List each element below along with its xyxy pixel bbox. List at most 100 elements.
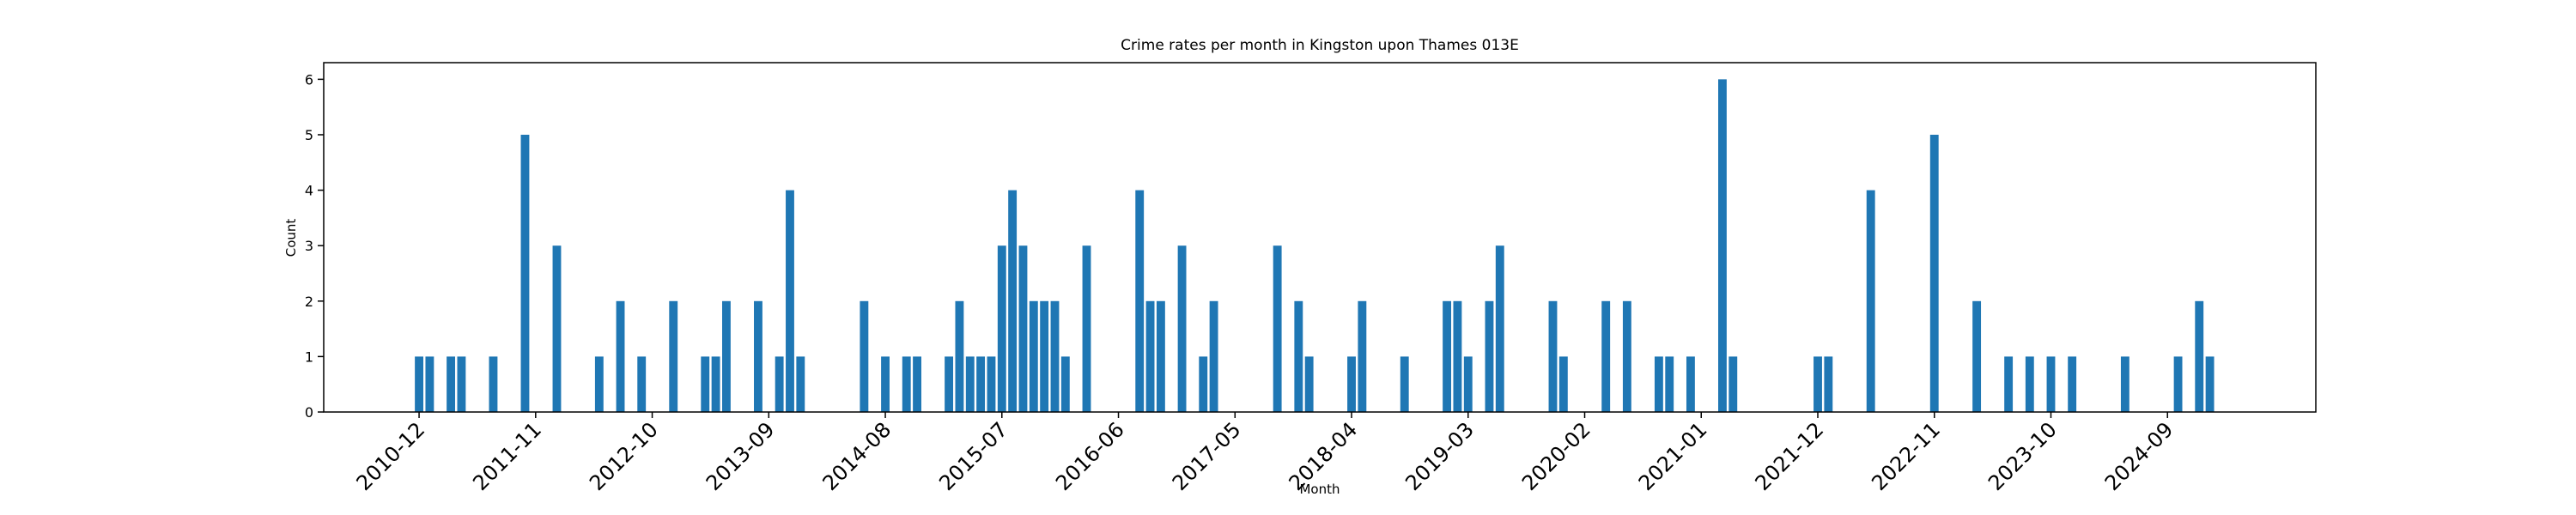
x-tick-label: 2022-11 xyxy=(1867,417,1945,495)
bar xyxy=(1453,300,1462,412)
bar xyxy=(669,300,678,412)
bar xyxy=(1029,300,1038,412)
bar xyxy=(2195,300,2204,412)
bar xyxy=(796,356,805,412)
bar xyxy=(1443,300,1452,412)
bar xyxy=(1728,356,1738,412)
bar xyxy=(1718,79,1727,412)
bar xyxy=(2068,356,2077,412)
bar xyxy=(997,245,1006,412)
x-tick-label: 2017-05 xyxy=(1168,417,1246,495)
bar xyxy=(1156,300,1165,412)
bar xyxy=(775,356,784,412)
bar xyxy=(1008,190,1018,413)
bar xyxy=(955,300,964,412)
bar xyxy=(1358,300,1367,412)
bar xyxy=(2025,356,2034,412)
bar xyxy=(489,356,498,412)
bar xyxy=(1548,300,1558,412)
bar xyxy=(701,356,710,412)
bar xyxy=(447,356,456,412)
y-tick-label: 6 xyxy=(305,71,313,88)
y-tick-label: 4 xyxy=(305,183,313,199)
x-tick-label: 2021-01 xyxy=(1634,417,1712,495)
bar xyxy=(2004,356,2014,412)
bar xyxy=(987,356,996,412)
bar xyxy=(1177,245,1187,412)
bar xyxy=(1463,356,1473,412)
bar xyxy=(1601,300,1611,412)
bar xyxy=(711,356,720,412)
bar xyxy=(1929,134,1939,412)
bar xyxy=(1654,356,1663,412)
bar xyxy=(1347,356,1356,412)
bar xyxy=(965,356,975,412)
y-tick-label: 2 xyxy=(305,294,313,310)
y-tick-label: 0 xyxy=(305,404,313,421)
bar xyxy=(860,300,869,412)
bar xyxy=(1814,356,1822,412)
bar xyxy=(637,356,647,412)
bar xyxy=(2173,356,2183,412)
bar xyxy=(902,356,911,412)
bar xyxy=(1135,190,1145,413)
bar xyxy=(945,356,954,412)
bar xyxy=(1040,300,1049,412)
plot-frame xyxy=(323,62,2317,413)
bar xyxy=(1273,245,1282,412)
chart-title: Crime rates per month in Kingston upon T… xyxy=(1121,37,1519,54)
bar xyxy=(1209,300,1218,412)
bar xyxy=(1050,300,1060,412)
bar xyxy=(1304,356,1314,412)
x-tick-label: 2021-12 xyxy=(1751,417,1829,495)
bar xyxy=(2120,356,2129,412)
bar xyxy=(1495,245,1504,412)
bar xyxy=(722,300,731,412)
bar xyxy=(1866,190,1875,413)
bar xyxy=(1824,356,1833,412)
bar xyxy=(1622,300,1631,412)
x-tick-label: 2010-12 xyxy=(352,417,430,495)
x-tick-label: 2024-09 xyxy=(2100,417,2178,495)
bar xyxy=(913,356,921,412)
y-tick-label: 1 xyxy=(305,348,313,365)
x-tick-label: 2016-06 xyxy=(1051,417,1129,495)
bar xyxy=(1972,300,1982,412)
bar xyxy=(1294,300,1303,412)
bar xyxy=(881,356,890,412)
x-tick-label: 2019-03 xyxy=(1400,417,1479,495)
bar xyxy=(457,356,466,412)
bar xyxy=(1018,245,1028,412)
x-tick-label: 2020-02 xyxy=(1517,417,1595,495)
bar xyxy=(1060,356,1070,412)
bar xyxy=(1145,300,1155,412)
y-axis-label: Count xyxy=(283,219,299,258)
x-axis-label: Month xyxy=(1299,482,1340,497)
bar xyxy=(594,356,604,412)
bar xyxy=(1082,245,1091,412)
y-tick-label: 3 xyxy=(305,238,313,254)
bar xyxy=(1686,356,1695,412)
bar xyxy=(425,356,434,412)
y-tick-label: 5 xyxy=(305,127,313,143)
x-tick-label: 2015-07 xyxy=(934,417,1012,495)
bar xyxy=(616,300,625,412)
bar xyxy=(552,245,562,412)
bar xyxy=(1485,300,1494,412)
x-tick-label: 2023-10 xyxy=(1984,417,2062,495)
bar xyxy=(520,134,530,412)
x-tick-label: 2013-09 xyxy=(702,417,780,495)
bar xyxy=(1400,356,1409,412)
x-tick-label: 2012-10 xyxy=(585,417,663,495)
bar xyxy=(1665,356,1674,412)
bar xyxy=(786,190,794,413)
bar xyxy=(754,300,762,412)
x-tick-label: 2014-08 xyxy=(818,417,896,495)
bar xyxy=(415,356,423,412)
bar xyxy=(2205,356,2215,412)
x-tick-label: 2011-11 xyxy=(468,417,546,495)
bar xyxy=(976,356,986,412)
bar xyxy=(1558,356,1568,412)
bar xyxy=(2046,356,2056,412)
